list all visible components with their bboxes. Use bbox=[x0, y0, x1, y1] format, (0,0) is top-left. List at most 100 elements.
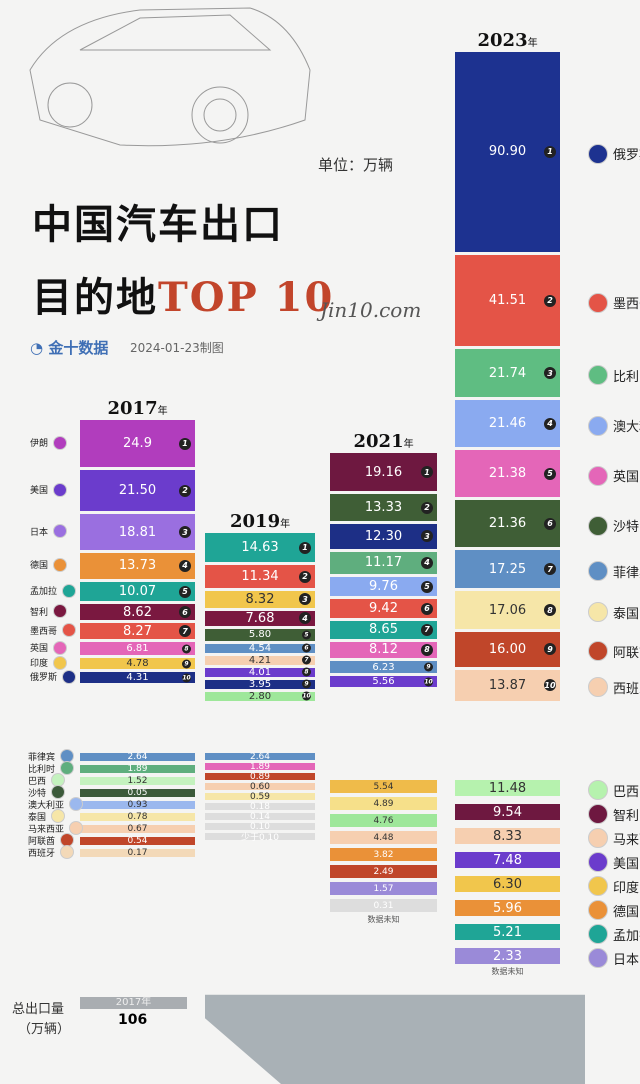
flag-icon bbox=[588, 948, 608, 968]
bar-value: 5.80 bbox=[248, 629, 272, 641]
small-bar-2023: 8.33 bbox=[455, 828, 560, 844]
bar-2023-rank-4: 21.46 4 bbox=[455, 400, 560, 448]
rank-badge: 3 bbox=[299, 593, 311, 606]
bar-value: 6.30 bbox=[493, 876, 522, 892]
bar-value: 21.46 bbox=[488, 416, 527, 432]
flag-icon bbox=[588, 924, 608, 944]
rank-badge: 10 bbox=[424, 677, 433, 687]
bar-value: 21.50 bbox=[118, 483, 157, 499]
country-label-2017: 美国 bbox=[30, 482, 68, 497]
year-suffix: 年 bbox=[403, 439, 414, 450]
unit-label: 单位：万辆 bbox=[318, 156, 394, 174]
rank-badge: 2 bbox=[179, 484, 191, 497]
small-bar-2021: 0.31 bbox=[330, 899, 437, 912]
country-label-2023: 巴西 bbox=[588, 780, 639, 800]
rank-badge: 8 bbox=[182, 644, 191, 654]
rank-badge: 5 bbox=[302, 630, 311, 640]
bar-value: 21.74 bbox=[488, 365, 527, 381]
small-bar-2017: 0.93 bbox=[80, 800, 195, 810]
year-text: 2017 bbox=[107, 398, 158, 419]
country-name: 西班牙 bbox=[28, 848, 56, 859]
small-bar-2017: 1.89 bbox=[80, 764, 195, 774]
bar-2023-rank-5: 21.38 5 bbox=[455, 450, 560, 498]
flag-icon bbox=[62, 669, 77, 684]
small-bar-2019: 0.89 bbox=[205, 772, 315, 782]
bar-value: 4.21 bbox=[248, 654, 272, 666]
country-name: 俄罗斯 bbox=[30, 673, 58, 684]
country-label-2023: 泰国 bbox=[588, 602, 639, 623]
country-label-2023: 智利 bbox=[588, 804, 639, 824]
bar-value: 90.90 bbox=[488, 144, 527, 160]
country-label-2023: 沙特 bbox=[588, 515, 639, 536]
rank-badge: 9 bbox=[544, 643, 556, 656]
bar-value: 8.62 bbox=[123, 604, 152, 620]
car-sketch bbox=[29, 7, 311, 147]
rank-badge: 2 bbox=[544, 294, 556, 307]
country-name: 沙特 bbox=[28, 788, 47, 799]
bar-value: 5.96 bbox=[493, 900, 522, 916]
country-label-2017: 印度 bbox=[30, 655, 68, 670]
country-name: 日本 bbox=[30, 527, 49, 538]
small-bar-2021: 1.57 bbox=[330, 882, 437, 895]
flag-icon bbox=[62, 623, 77, 638]
bar-2023-rank-1: 90.90 1 bbox=[455, 52, 560, 252]
bar-value: 8.33 bbox=[493, 828, 522, 844]
country-name: 澳大利亚 bbox=[613, 420, 640, 436]
total-value: 106 bbox=[118, 1012, 148, 1028]
bar-value: 4.01 bbox=[248, 666, 272, 678]
small-bar-2021: 2.49 bbox=[330, 865, 437, 878]
small-bar-2023: 2.33 bbox=[455, 948, 560, 964]
rank-badge: 7 bbox=[302, 655, 311, 665]
rank-badge: 7 bbox=[179, 625, 191, 638]
country-label-2023: 菲律宾 bbox=[588, 561, 640, 582]
country-name: 比利时 bbox=[28, 764, 56, 775]
country-label-2023: 阿联酋 bbox=[588, 641, 640, 662]
bar-value: 11.17 bbox=[364, 555, 403, 571]
bar-2019-rank-10: 2.80 10 bbox=[205, 691, 315, 702]
flag-icon bbox=[51, 809, 66, 823]
flag-icon bbox=[53, 604, 68, 619]
bar-value: 0.60 bbox=[249, 781, 271, 792]
flag-icon bbox=[588, 876, 608, 896]
bar-value: 0.18 bbox=[249, 801, 271, 812]
title-line1: 中国汽车出口 bbox=[32, 201, 284, 248]
country-name: 智利 bbox=[30, 607, 49, 618]
rank-badge: 6 bbox=[179, 606, 191, 619]
flag-icon bbox=[53, 655, 68, 670]
country-name: 印度 bbox=[613, 880, 640, 896]
bar-value: 12.30 bbox=[364, 528, 403, 544]
country-name: 阿联酋 bbox=[613, 645, 640, 661]
bar-2021-rank-7: 8.65 7 bbox=[330, 621, 437, 639]
country-label-2023: 俄罗斯 bbox=[588, 143, 640, 164]
bar-value: 0.10 bbox=[249, 821, 271, 832]
total-year: 2017年 bbox=[80, 997, 187, 1009]
bar-value: 5.21 bbox=[493, 924, 522, 940]
flag-icon bbox=[53, 435, 68, 450]
bar-value: 1.52 bbox=[127, 776, 148, 786]
bar-value: 2.49 bbox=[373, 866, 394, 877]
country-name: 泰国 bbox=[28, 812, 47, 823]
year-suffix: 年 bbox=[527, 38, 538, 49]
bar-value: 4.31 bbox=[126, 672, 149, 684]
bar-value: 9.54 bbox=[493, 804, 522, 820]
country-label-2017: 德国 bbox=[30, 557, 68, 572]
flag-icon bbox=[53, 524, 68, 539]
small-bar-2017: 0.78 bbox=[80, 812, 195, 822]
bar-2023-rank-3: 21.74 3 bbox=[455, 349, 560, 398]
country-label-2017: 澳大利亚 bbox=[28, 797, 84, 811]
rank-badge: 9 bbox=[424, 662, 433, 672]
small-bar-2021: 4.48 bbox=[330, 831, 437, 844]
bar-value: 5.54 bbox=[373, 781, 394, 792]
year-label-2017: 2017年 bbox=[108, 398, 168, 419]
small-bar-2019: 1.89 bbox=[205, 762, 315, 772]
bar-value: 10.07 bbox=[118, 584, 157, 600]
bar-2019-rank-2: 11.34 2 bbox=[205, 565, 315, 588]
rank-badge: 1 bbox=[421, 466, 433, 479]
bar-value: 7.68 bbox=[245, 610, 275, 626]
country-name: 美国 bbox=[30, 486, 49, 497]
rank-badge: 2 bbox=[299, 570, 311, 583]
country-label-2017: 智利 bbox=[30, 604, 68, 619]
bar-2019-rank-4: 7.68 4 bbox=[205, 610, 315, 626]
small-bar-2019: 2.64 bbox=[205, 752, 315, 762]
bar-2017-rank-5: 10.07 5 bbox=[80, 581, 195, 602]
